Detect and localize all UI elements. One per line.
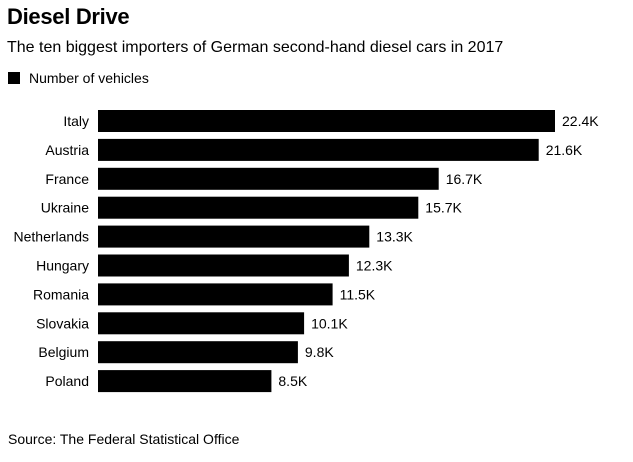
category-label: France bbox=[45, 171, 89, 187]
bar-romania bbox=[98, 283, 333, 306]
chart-subtitle: The ten biggest importers of German seco… bbox=[7, 39, 504, 56]
value-label: 8.5K bbox=[278, 373, 307, 389]
value-label: 13.3K bbox=[376, 229, 413, 245]
legend-swatch bbox=[8, 72, 20, 84]
category-label: Austria bbox=[45, 142, 89, 158]
value-label: 12.3K bbox=[356, 258, 393, 274]
category-label: Netherlands bbox=[14, 229, 90, 245]
value-label: 22.4K bbox=[562, 113, 599, 129]
bar-poland bbox=[98, 370, 272, 393]
chart-title: Diesel Drive bbox=[7, 4, 130, 29]
value-label: 10.1K bbox=[311, 315, 348, 331]
category-label: Belgium bbox=[38, 344, 89, 360]
source-note: Source: The Federal Statistical Office bbox=[8, 431, 240, 447]
value-label: 21.6K bbox=[546, 142, 583, 158]
bar-netherlands bbox=[98, 225, 370, 248]
category-label: Italy bbox=[63, 113, 89, 129]
category-label: Romania bbox=[33, 286, 89, 302]
bar-hungary bbox=[98, 254, 349, 277]
category-label: Slovakia bbox=[36, 315, 89, 331]
value-label: 15.7K bbox=[425, 200, 462, 216]
bar-ukraine bbox=[98, 196, 419, 219]
value-label: 16.7K bbox=[446, 171, 483, 187]
category-label: Hungary bbox=[36, 258, 89, 274]
legend-label: Number of vehicles bbox=[29, 70, 149, 86]
bar-france bbox=[98, 167, 439, 190]
bar-austria bbox=[98, 138, 539, 161]
bar-italy bbox=[98, 110, 555, 132]
category-label: Ukraine bbox=[41, 200, 89, 216]
category-label: Poland bbox=[45, 373, 89, 389]
value-label: 9.8K bbox=[305, 344, 334, 360]
bar-belgium bbox=[98, 341, 298, 364]
legend: Number of vehicles bbox=[8, 70, 149, 86]
bar-slovakia bbox=[98, 312, 305, 335]
value-label: 11.5K bbox=[340, 286, 376, 302]
